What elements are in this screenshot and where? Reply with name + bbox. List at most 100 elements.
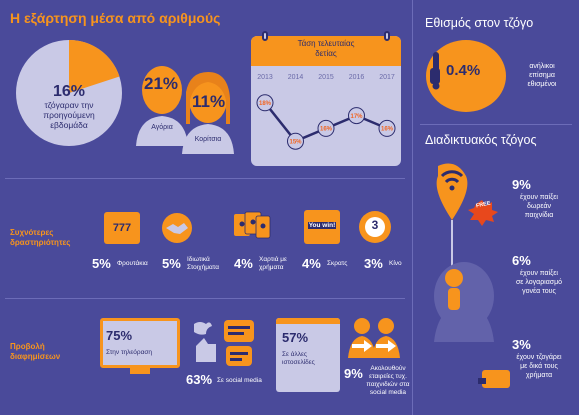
trend-title-line1: Τάση τελευταίας — [297, 39, 355, 48]
online-desc-1: έχουν παίξει σε λογαριασμό γονέα τους — [504, 269, 574, 296]
wallet-icon — [482, 370, 510, 388]
map-pin-icon — [436, 163, 468, 220]
activities-label-line1: Συχνότερες — [10, 228, 54, 237]
online-desc-0-line1: έχουν παίξει — [520, 194, 558, 201]
trend-point-label: 16% — [320, 127, 333, 133]
trend-line-chart: 2013 2014 2015 2016 2017 18% 15% 16% 17% 16% — [256, 74, 396, 150]
activity-label-1-line1: Ιδιωτικά — [187, 256, 210, 263]
activity-label-1: Ιδιωτικά Στοιχήματα — [187, 256, 219, 272]
boys-value: 21% — [144, 74, 179, 93]
online-desc-1-line3: γονέα τους — [522, 288, 556, 295]
trend-point — [256, 94, 274, 112]
followers-icon — [348, 318, 400, 358]
weekly-line1: τζόγαραν την — [44, 100, 94, 110]
online-desc-2-line2: με δικά τους — [520, 363, 558, 370]
activity-value-3: 4% — [302, 256, 321, 271]
year-tick-label: 2015 — [318, 74, 334, 81]
habit-oval — [426, 40, 506, 112]
thumbs-up-icon — [196, 338, 216, 362]
online-desc-2-line3: χρήματα — [525, 372, 553, 379]
online-value-2: 3% — [512, 337, 531, 352]
calendar-ring-icon — [262, 31, 268, 41]
scratch-card-icon: You win! — [304, 210, 340, 244]
girl-hair-icon — [186, 72, 230, 124]
social-value: 63% — [186, 372, 213, 387]
scratch-card-text: You win! — [308, 222, 336, 229]
trend-point-label: 17% — [350, 114, 363, 120]
activity-value-0: 5% — [92, 256, 111, 271]
girl-head-icon — [189, 77, 227, 123]
ads-label-line2: διαφημίσεων — [10, 352, 61, 361]
follow-value: 9% — [344, 366, 363, 381]
activity-label-3: Σκρατς — [327, 260, 347, 268]
online-value-0: 9% — [512, 177, 531, 192]
activity-label-4: Κίνο — [389, 260, 402, 268]
girl-body-icon — [182, 124, 234, 154]
ads-label-line1: Προβολή — [10, 342, 45, 351]
trend-title: Τάση τελευταίας δετίας — [251, 39, 401, 59]
activity-label-1-line2: Στοιχήματα — [187, 264, 220, 271]
online-desc-0: έχουν παίξει δωρεάν παιχνίδια — [504, 193, 574, 220]
follow-label-line2: εταιρείες τυχ. — [369, 373, 407, 380]
habit-title: Εθισμός στον τζόγο — [425, 16, 534, 30]
year-tick-label: 2017 — [379, 74, 395, 81]
habit-line3: εθισμένοι — [527, 81, 557, 88]
activity-label-2-line1: Χαρτιά με — [259, 256, 287, 263]
activity-label-3-line1: Σκρατς — [327, 260, 348, 267]
tv-value: 75% — [106, 328, 133, 343]
weekly-line3: εβδομάδα — [50, 120, 88, 130]
gender-figures — [136, 66, 234, 154]
sites-label-line1: Σε άλλες — [282, 351, 308, 358]
weekly-stat: 16% τζόγαραν την προηγούμενη εβδομάδα — [20, 84, 118, 131]
weekly-line2: προηγούμενη — [43, 110, 95, 120]
online-desc-1-line1: έχουν παίξει — [520, 270, 558, 277]
girls-label: Κορίτσια — [194, 136, 222, 143]
person-icon — [354, 318, 370, 334]
follow-label-line4: social media — [369, 389, 407, 396]
tv-screen-icon — [100, 318, 180, 368]
slot-machine-icon: 777 — [104, 212, 140, 244]
activity-value-2: 4% — [234, 256, 253, 271]
online-value-1: 6% — [512, 253, 531, 268]
page-title: Η εξάρτηση μέσα από αριθμούς — [10, 10, 221, 26]
chat-bubble-icon — [226, 346, 252, 366]
handshake-icon — [162, 213, 192, 243]
playing-cards-icon — [234, 211, 271, 239]
habit-desc: ανήλικοι επίσημα εθισμένοι — [508, 62, 576, 89]
trend-point — [317, 119, 335, 137]
trend-point-label: 18% — [259, 101, 272, 107]
activity-value-4: 3% — [364, 256, 383, 271]
online-desc-0-line3: παιχνίδια — [524, 212, 554, 219]
sites-value: 57% — [282, 330, 309, 345]
slot-machine-text: 777 — [112, 222, 132, 234]
section-divider-top — [5, 178, 405, 179]
follow-label-line1: Ακολουθούν — [370, 365, 406, 372]
web-page-icon — [276, 318, 340, 392]
habit-line1: ανήλικοι — [529, 63, 555, 70]
online-desc-2-line1: έχουν τζογάρει — [516, 354, 562, 361]
social-media-icons — [194, 320, 254, 366]
boy-body-icon — [136, 116, 188, 146]
follow-label: Ακολουθούν εταιρείες τυχ. παιχνιδιών στα… — [366, 365, 410, 397]
online-title: Διαδικτυακός τζόγος — [425, 133, 537, 147]
girls-value: 11% — [192, 92, 226, 111]
tv-label: Στην τηλεόραση — [106, 349, 152, 356]
habit-line2: επίσημα — [529, 72, 555, 79]
boys-label: Αγόρια — [151, 124, 173, 131]
social-label: Σε social media — [217, 377, 262, 384]
free-starburst-icon — [468, 200, 498, 226]
arrow-icon — [376, 340, 396, 352]
activity-value-1: 5% — [162, 256, 181, 271]
ads-label: Προβολή διαφημίσεων — [10, 342, 60, 362]
year-tick-label: 2014 — [288, 74, 304, 81]
online-desc-2: έχουν τζογάρει με δικά τους χρήματα — [504, 353, 574, 380]
trend-point — [378, 119, 396, 137]
follow-label-line3: παιχνιδιών στα — [366, 381, 410, 388]
activity-label-4-line1: Κίνο — [389, 260, 402, 267]
trend-point-label: 16% — [381, 127, 394, 133]
activity-label-0: Φρουτάκια — [117, 260, 148, 268]
column-divider — [412, 0, 413, 415]
section-divider-bottom — [5, 298, 405, 299]
right-divider — [420, 124, 572, 125]
bird-icon — [194, 322, 212, 335]
